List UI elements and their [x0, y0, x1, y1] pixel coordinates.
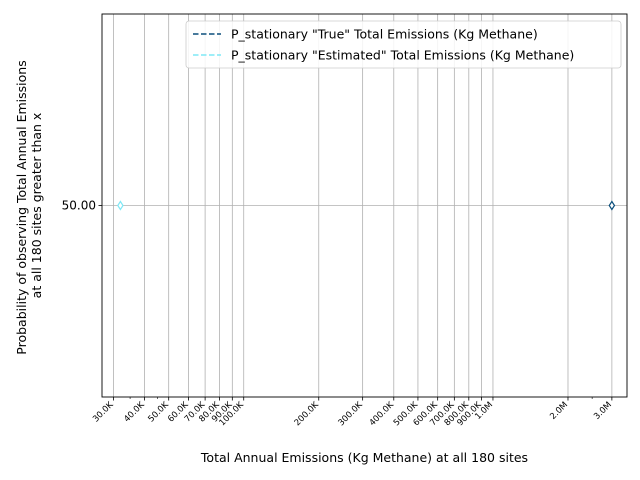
- x-tick-label: 300.0K: [337, 400, 366, 429]
- x-axis: 30.0K 40.0K 50.0K60.0K70.0K80.0K90.0K100.0…: [91, 397, 614, 428]
- x-tick-label: 200.0K: [293, 400, 322, 429]
- x-axis-label: Total Annual Emissions (Kg Methane) at a…: [200, 450, 528, 465]
- y-tick-label: 50.00: [62, 199, 96, 213]
- series: [117, 200, 616, 211]
- x-tick-label: 30.0K: [91, 400, 116, 425]
- grid: [102, 14, 627, 397]
- y-axis: 50.00: [62, 199, 102, 213]
- data-point: [608, 200, 616, 211]
- legend: P_stationary "True" Total Emissions (Kg …: [185, 20, 622, 69]
- y-axis-label: Probability of observing Total Annual Em…: [14, 56, 44, 354]
- x-tick-label: 40.0K: [122, 400, 147, 425]
- data-point: [117, 200, 124, 211]
- y-axis-label-line-1: Probability of observing Total Annual Em…: [14, 60, 29, 354]
- x-tick-label: 2.0M: [548, 400, 570, 422]
- x-tick-label: 400.0K: [368, 400, 397, 429]
- series-1: [117, 200, 124, 211]
- legend-entry-label: P_stationary "Estimated" Total Emissions…: [231, 48, 574, 63]
- series-0: [608, 200, 616, 211]
- y-axis-label-line-2: at all 180 sites greater than x: [29, 113, 44, 299]
- x-tick-label: 50.0K: [146, 400, 171, 425]
- x-tick-label: 3.0M: [592, 400, 614, 422]
- legend-entry-label: P_stationary "True" Total Emissions (Kg …: [231, 27, 538, 42]
- legend-box: [185, 20, 622, 69]
